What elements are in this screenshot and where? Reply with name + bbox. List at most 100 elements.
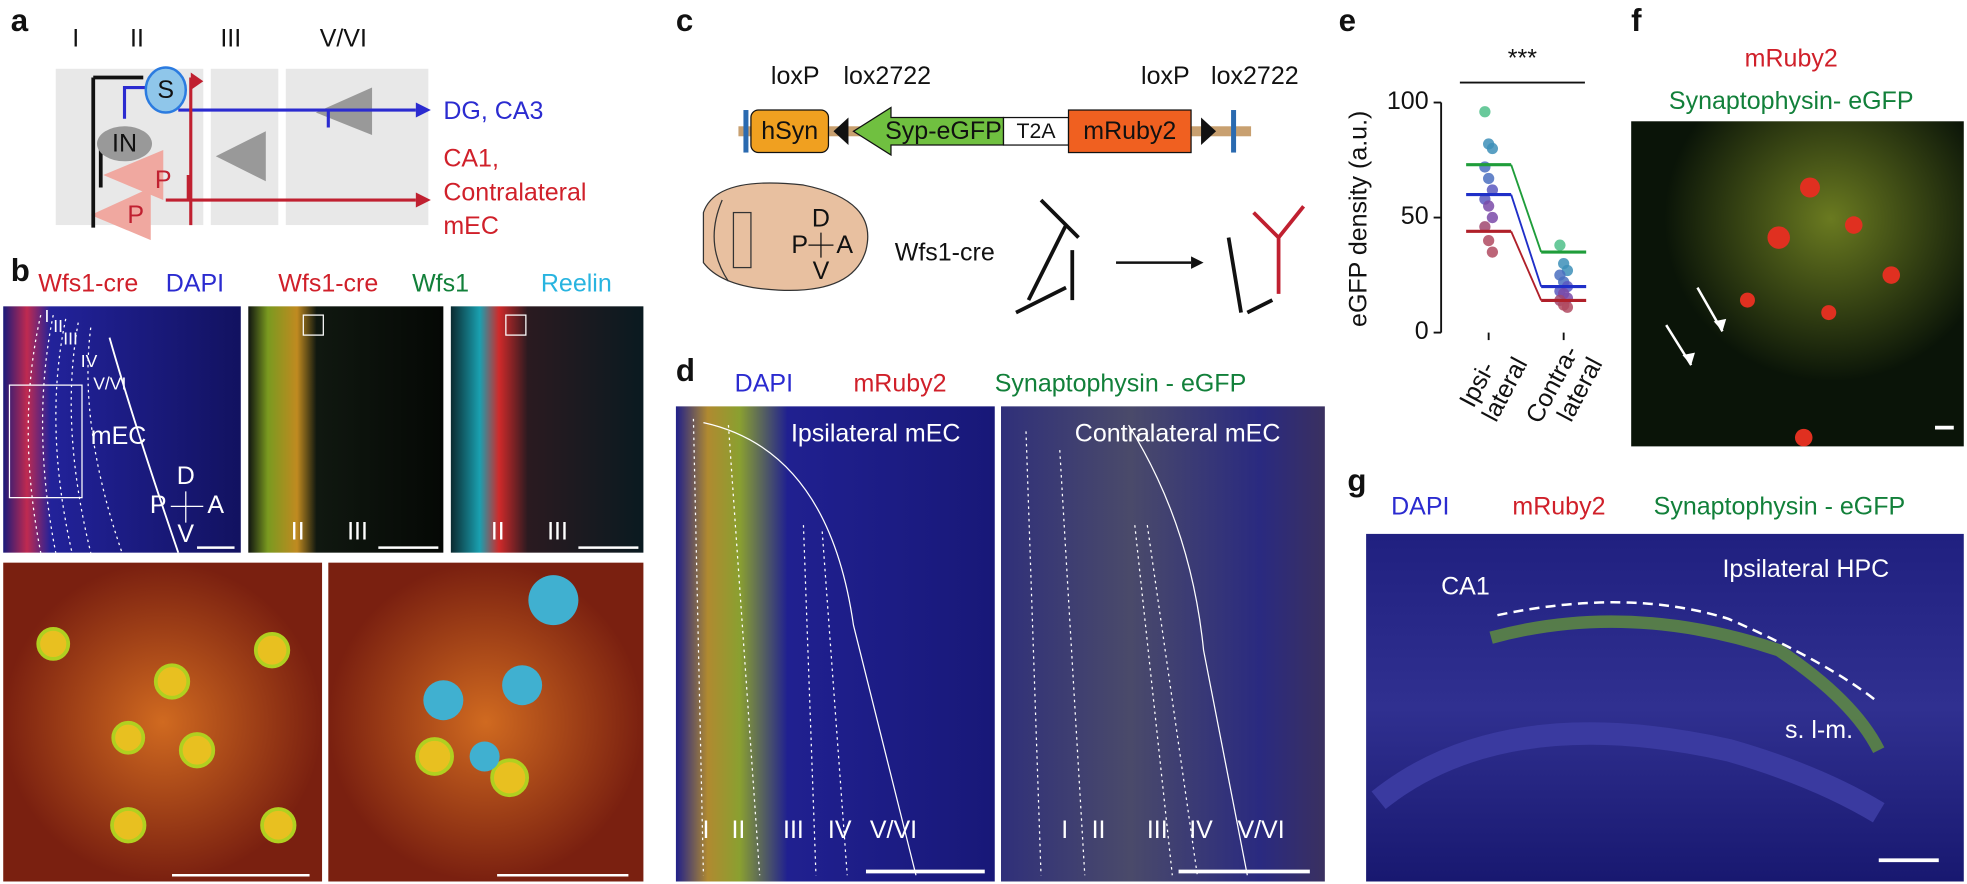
micrograph: [1001, 406, 1325, 882]
cell: [528, 575, 579, 626]
layer-label: III: [783, 816, 804, 844]
region-label: s. l-m.: [1785, 716, 1853, 744]
arrowhead: [1713, 318, 1727, 332]
panel-label: f: [1631, 3, 1642, 38]
y-tick-label: 50: [1401, 202, 1429, 230]
region-label: mEC: [91, 422, 147, 450]
cell: [111, 720, 146, 755]
panel-f: f mRuby2 Synaptophysin- eGFP: [1631, 3, 1964, 447]
stain-label: mRuby2: [1745, 45, 1838, 73]
y-tick-label: 0: [1415, 317, 1429, 345]
y-tick-label: 100: [1387, 87, 1429, 115]
stain-label: mRuby2: [853, 370, 946, 398]
layer-label: III: [347, 517, 368, 545]
cell-label: P: [127, 201, 144, 229]
compass-label: P: [150, 491, 167, 519]
dot: [1486, 184, 1499, 196]
micrograph: [450, 306, 644, 553]
panel-c: c loxP lox2722 loxP lox2722 hSyn Syp-eGF…: [676, 3, 1306, 315]
dot: [1479, 221, 1491, 233]
inset-box: [505, 314, 527, 336]
element: [1067, 109, 1192, 154]
layer-label: V/VI: [93, 374, 126, 394]
micrograph: [3, 306, 241, 553]
micrograph: [248, 306, 444, 553]
wire: [165, 77, 416, 226]
layer-label: I: [1061, 816, 1068, 844]
connector: [1510, 230, 1543, 301]
panel-a: a I II III V/VI S IN P P DG, CA3 CA1, Co…: [11, 3, 587, 240]
target-label: mEC: [443, 212, 499, 240]
stain-label: Wfs1: [412, 270, 469, 298]
outline: [703, 422, 917, 876]
layer-label: I: [44, 306, 49, 326]
compass-label: P: [791, 231, 808, 259]
site-label: loxP: [771, 62, 820, 90]
compass-label: D: [812, 205, 830, 233]
neuron-sketch: [1252, 205, 1306, 294]
outline: [108, 337, 180, 553]
arrowhead: [415, 192, 431, 208]
cell: [1882, 266, 1901, 284]
cell: [178, 732, 216, 769]
layer-label: III: [220, 25, 241, 53]
connector: [1510, 194, 1543, 287]
layer-label: III: [1147, 816, 1168, 844]
compass-label: A: [836, 231, 853, 259]
cell: [36, 627, 71, 661]
compass: [170, 491, 204, 523]
dot: [1486, 142, 1499, 155]
compass-label: D: [177, 462, 195, 490]
panel-label: g: [1347, 463, 1366, 498]
micrograph: [675, 406, 995, 882]
stain-label: Wfs1-cre: [38, 270, 138, 298]
cell: [1821, 305, 1837, 321]
compass-label: V: [177, 520, 194, 548]
stain-label: Reelin: [541, 270, 612, 298]
panel-d: d DAPI mRuby2 Synaptophysin - eGFP Ipsil…: [675, 353, 1325, 882]
significance: ***: [1508, 45, 1537, 73]
cell-label: S: [157, 76, 174, 104]
layer-label: III: [547, 517, 568, 545]
dot: [1479, 161, 1491, 173]
layer-border: [1025, 431, 1198, 876]
element-label: hSyn: [761, 117, 818, 145]
dot: [1561, 301, 1574, 313]
panel-b: b Wfs1-cre DAPI I II III IV V/VI mEC D P…: [3, 253, 644, 882]
layer-label: IV: [828, 816, 852, 844]
y-axis-label: eGFP density (a.u.): [1344, 111, 1372, 327]
arrowhead: [415, 102, 431, 118]
target-label: DG, CA3: [443, 97, 543, 125]
stain-label: Synaptophysin - eGFP: [995, 370, 1247, 398]
panel-label: b: [11, 253, 30, 288]
outline: [1128, 424, 1248, 876]
element-label: T2A: [1017, 119, 1057, 143]
stain-label: Synaptophysin - eGFP: [1654, 492, 1906, 520]
layer-border: [692, 418, 848, 876]
cell: [502, 665, 543, 706]
micrograph: [1366, 533, 1964, 882]
layer-label: IV: [1189, 816, 1213, 844]
boundary: [1497, 601, 1880, 704]
cell: [215, 131, 266, 182]
cells: [423, 575, 579, 772]
stain-label: Synaptophysin- eGFP: [1669, 87, 1914, 115]
cells: [1739, 177, 1901, 447]
layer-label: III: [63, 329, 78, 349]
cell-label: IN: [112, 130, 137, 158]
lox-site: [1201, 117, 1217, 146]
layer-label: V/VI: [320, 25, 367, 53]
layer-label: II: [291, 517, 305, 545]
cell: [1794, 428, 1813, 447]
wire: [91, 68, 168, 228]
cell: [144, 66, 188, 114]
inset-box: [302, 314, 324, 336]
cell: [490, 758, 529, 798]
panel-title: Contralateral mEC: [1075, 420, 1281, 448]
cell: [96, 126, 153, 162]
stain-label: DAPI: [735, 370, 793, 398]
compass-label: A: [207, 491, 224, 519]
micrograph: [328, 562, 644, 882]
